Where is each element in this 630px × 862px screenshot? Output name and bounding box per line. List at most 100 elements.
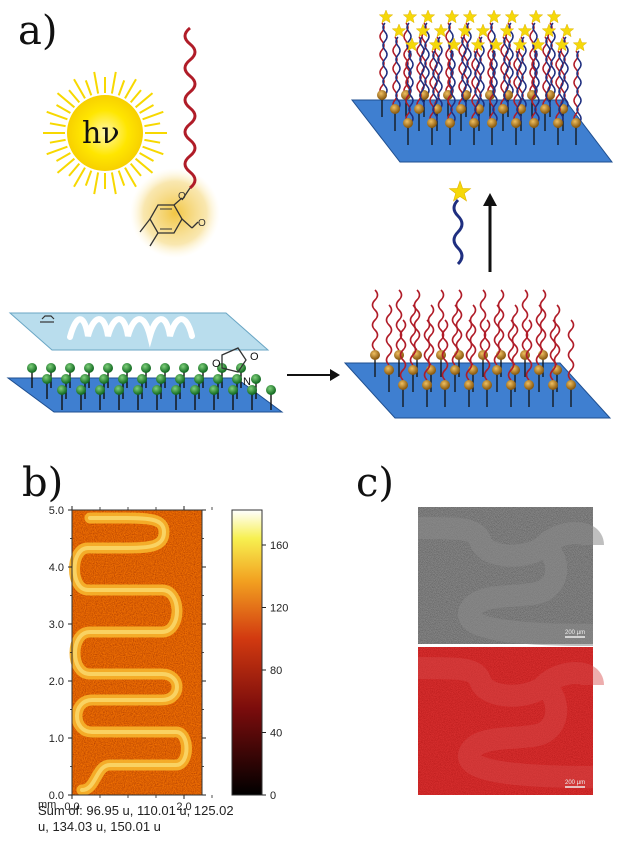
aldehyde-oxygen-label: O (198, 218, 206, 229)
maleimide-o2-label: O (250, 351, 259, 363)
hybrid-bead (403, 118, 413, 128)
anchor-bead (27, 363, 37, 373)
ligated-bead (370, 350, 380, 360)
star-icon (462, 9, 478, 24)
x-tick-label: 0.0 (64, 801, 79, 813)
anchor-bead (118, 374, 128, 384)
anchor-bead (95, 385, 105, 395)
star-icon (546, 9, 562, 24)
star-icon (541, 23, 557, 38)
star-icon (530, 37, 546, 52)
photomask (8, 312, 270, 351)
ligated-bead (492, 365, 502, 375)
map-axes: 0.0 1.0 2.0 3.0 4.0 5.0 0.0 2.0 (49, 505, 213, 813)
hybrid-bead (540, 104, 550, 114)
light-symbol: hν (82, 116, 120, 151)
star-icon (512, 37, 528, 52)
maleimide-o1-label: O (212, 358, 221, 370)
star-icon (572, 37, 588, 52)
hybrid-bead (553, 118, 563, 128)
star-icon (499, 23, 515, 38)
y-tick-label: 3.0 (49, 619, 64, 631)
fluorescence-image-gray: 200 µm (417, 507, 604, 646)
y-tick-label: 0.0 (49, 790, 64, 802)
y-tick-label: 2.0 (49, 676, 64, 688)
anchor-bead (266, 385, 276, 395)
process-arrow-right (287, 369, 340, 381)
star-icon (528, 9, 544, 24)
anchor-bead (190, 385, 200, 395)
star-icon (517, 23, 533, 38)
hybrid-bead (445, 118, 455, 128)
y-tick-label: 5.0 (49, 505, 64, 517)
hybrid-bead (511, 118, 521, 128)
hybrid-bead (377, 90, 387, 100)
anchor-bead (46, 363, 56, 373)
star-icon (428, 37, 444, 52)
star-icon (446, 37, 462, 52)
anchor-bead (103, 363, 113, 373)
star-icon (486, 9, 502, 24)
maleimide-n-label: N (243, 376, 251, 388)
panel-label-b: b) (22, 460, 64, 506)
hybrid-bead (427, 118, 437, 128)
anchor-bead (65, 363, 75, 373)
red-dna-strand (183, 26, 197, 190)
anchor-bead (247, 385, 257, 395)
fluorescence-image-red: 200 µm (417, 647, 604, 795)
surface-after-hybridization (350, 9, 614, 163)
ligated-bead (384, 365, 394, 375)
star-icon (404, 37, 420, 52)
anchor-bead (57, 385, 67, 395)
anchor-bead (198, 363, 208, 373)
ligated-bead (408, 365, 418, 375)
star-icon (559, 23, 575, 38)
anchor-bead (228, 385, 238, 395)
star-icon (378, 9, 394, 24)
tof-sims-image (69, 509, 203, 796)
ligated-bead (422, 380, 432, 390)
hybrid-bead (529, 118, 539, 128)
anchor-bead (179, 363, 189, 373)
star-icon (504, 9, 520, 24)
anchor-bead (42, 374, 52, 384)
anchor-bead (160, 363, 170, 373)
ligated-bead (464, 380, 474, 390)
anchor-bead (171, 385, 181, 395)
panel-label-c: c) (356, 460, 395, 506)
anchor-bead (61, 374, 71, 384)
anchor-bead (76, 385, 86, 395)
star-icon (444, 9, 460, 24)
anchor-bead (137, 374, 147, 384)
hybrid-bead (414, 104, 424, 114)
photoenol-molecule: O O (130, 26, 220, 258)
ligated-bead (450, 365, 460, 375)
anchor-bead (99, 374, 109, 384)
fluorophore-star-icon (448, 180, 472, 202)
star-icon (488, 37, 504, 52)
x-unit-label: mm (38, 799, 56, 811)
scale-bar-bottom: 200 µm (565, 780, 585, 786)
ligated-bead (398, 380, 408, 390)
star-icon (554, 37, 570, 52)
colorbar-tick-label: 80 (270, 665, 282, 677)
hybrid-bead (456, 104, 466, 114)
star-icon (391, 23, 407, 38)
map-caption: Sum of: 96.95 u, 110.01 u, 125.02 u, 134… (38, 803, 234, 834)
star-icon (402, 9, 418, 24)
ligated-bead (482, 380, 492, 390)
maleimide-group: N O O (212, 347, 259, 388)
ligated-bead (524, 380, 534, 390)
star-icon (420, 9, 436, 24)
y-tick-label: 1.0 (49, 733, 64, 745)
ligated-bead (440, 380, 450, 390)
anchor-bead (156, 374, 166, 384)
scale-bar-top: 200 µm (565, 630, 585, 636)
process-arrow-up (483, 193, 497, 272)
star-icon (415, 23, 431, 38)
ligated-bead (506, 380, 516, 390)
colorbar-tick-label: 120 (270, 603, 288, 615)
colorbar-tick-label: 160 (270, 540, 288, 552)
anchor-bead (194, 374, 204, 384)
